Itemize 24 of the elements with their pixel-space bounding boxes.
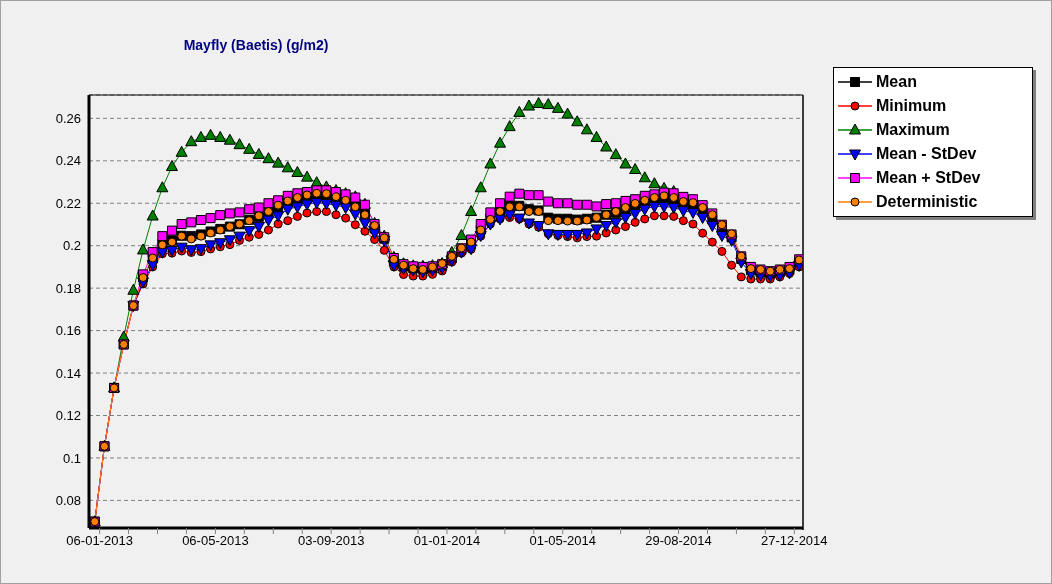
x-tick-label: 01-01-2014: [413, 533, 481, 549]
y-tick-label: 0.14: [55, 365, 81, 381]
chart-title: Mayfly (Baetis) (g/m2): [182, 37, 330, 53]
legend-label: Minimum: [876, 97, 947, 115]
y-tick-label: 0.2: [62, 238, 81, 254]
legend-label: Deterministic: [876, 193, 978, 211]
y-tick-label: 0.1: [62, 450, 81, 466]
y-tick-label: 0.12: [55, 408, 81, 424]
y-tick-label: 0.26: [55, 110, 81, 126]
legend-label: Mean + StDev: [876, 169, 981, 187]
x-tick-label: 06-01-2013: [66, 533, 133, 549]
x-tick-label: 06-05-2013: [182, 533, 249, 549]
legend-label: Mean - StDev: [876, 145, 977, 163]
legend-label: Maximum: [876, 121, 950, 139]
x-tick-label: 01-05-2014: [529, 533, 596, 549]
x-tick-label: 29-08-2014: [645, 533, 712, 549]
x-tick-label: 27-12-2014: [761, 533, 828, 549]
y-tick-label: 0.18: [55, 280, 81, 296]
legend-label: Mean: [876, 73, 917, 91]
y-tick-label: 0.08: [55, 493, 81, 509]
y-tick-label: 0.24: [55, 153, 81, 169]
x-tick-label: 03-09-2013: [297, 533, 365, 549]
y-tick-label: 0.22: [55, 195, 81, 211]
y-tick-label: 0.16: [55, 323, 81, 339]
